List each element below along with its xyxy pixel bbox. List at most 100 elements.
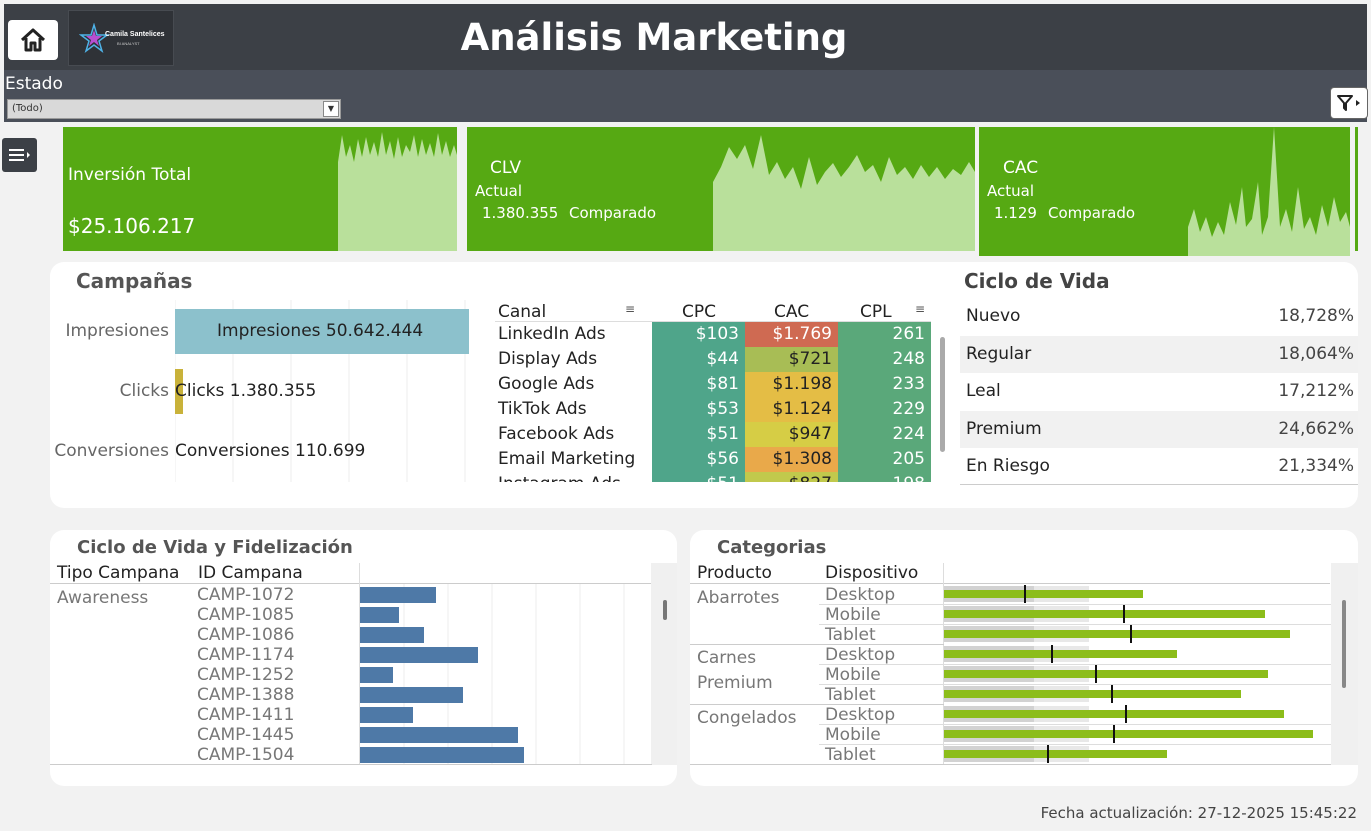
campaign-bar[interactable]: [360, 687, 463, 703]
campaign-id[interactable]: CAMP-1411: [197, 705, 295, 725]
fidelizacion-scrollbar[interactable]: [663, 600, 667, 620]
cpl-cell[interactable]: 248: [838, 347, 931, 372]
campaign-id[interactable]: CAMP-1445: [197, 725, 295, 745]
campaign-id[interactable]: CAMP-1388: [197, 685, 295, 705]
campaign-bar[interactable]: [360, 727, 518, 743]
canal-name[interactable]: Google Ads: [498, 374, 595, 394]
sort-icon[interactable]: ≡: [915, 302, 926, 316]
bullet-bar[interactable]: [944, 690, 1241, 698]
bullet-bar[interactable]: [944, 750, 1167, 758]
canal-name[interactable]: Facebook Ads: [498, 424, 615, 444]
lifecycle-name: Leal: [966, 381, 1001, 401]
canal-name[interactable]: Email Marketing: [498, 449, 636, 469]
cac-cell[interactable]: $1.769: [745, 322, 838, 347]
cpl-cell[interactable]: 198: [838, 472, 931, 482]
cpc-cell[interactable]: $81: [652, 372, 745, 397]
device-name[interactable]: Mobile: [825, 605, 881, 625]
canal-table-scrollbar[interactable]: [940, 337, 945, 452]
dispositivo-header[interactable]: Dispositivo: [825, 563, 919, 583]
lifecycle-row[interactable]: Regular 18,064%: [960, 335, 1358, 373]
filter-toggle-button[interactable]: [1330, 87, 1368, 119]
lifecycle-row[interactable]: Premium 24,662%: [960, 410, 1358, 448]
cpl-cell[interactable]: 229: [838, 397, 931, 422]
cac-cell[interactable]: $947: [745, 422, 838, 447]
campaign-bar[interactable]: [360, 647, 478, 663]
id-campana-header[interactable]: ID Campana: [198, 563, 303, 583]
canal-name[interactable]: TikTok Ads: [498, 399, 587, 419]
cpl-cell[interactable]: 224: [838, 422, 931, 447]
device-name[interactable]: Desktop: [825, 585, 896, 605]
campaign-id[interactable]: CAMP-1252: [197, 665, 295, 685]
device-name[interactable]: Tablet: [825, 685, 876, 705]
funnel-bar[interactable]: [175, 309, 469, 354]
cac-cell[interactable]: $1.198: [745, 372, 838, 397]
cpl-cell[interactable]: 233: [838, 372, 931, 397]
bullet-bar[interactable]: [944, 730, 1313, 738]
lifecycle-row[interactable]: Nuevo 18,728%: [960, 298, 1358, 335]
cpl-header[interactable]: CPL: [860, 302, 892, 322]
product-name[interactable]: Congelados: [697, 708, 797, 728]
bullet-bar[interactable]: [944, 590, 1143, 598]
canal-name[interactable]: Display Ads: [498, 349, 598, 369]
campaign-bar[interactable]: [360, 607, 399, 623]
tipo-campana-header[interactable]: Tipo Campana: [57, 563, 180, 583]
cac-cell[interactable]: $1.124: [745, 397, 838, 422]
cpc-cell[interactable]: $51: [652, 422, 745, 447]
campaign-id[interactable]: CAMP-1504: [197, 745, 295, 765]
cac-cell[interactable]: $1.308: [745, 447, 838, 472]
bullet-bar[interactable]: [944, 710, 1284, 718]
device-name[interactable]: Mobile: [825, 725, 881, 745]
funnel-bar[interactable]: [175, 369, 183, 414]
campaign-bar[interactable]: [360, 627, 424, 643]
campaign-bar[interactable]: [360, 747, 524, 763]
kpi-inversion-card[interactable]: Inversión Total $25.106.217: [63, 127, 457, 251]
campaign-bar[interactable]: [360, 667, 393, 683]
campaign-id[interactable]: CAMP-1072: [197, 585, 295, 605]
lifecycle-row[interactable]: Leal 17,212%: [960, 373, 1358, 410]
producto-header[interactable]: Producto: [697, 563, 772, 583]
bullet-bar[interactable]: [944, 630, 1290, 638]
cpc-cell[interactable]: $56: [652, 447, 745, 472]
bullet-target: [1024, 585, 1026, 603]
cac-header[interactable]: CAC: [774, 302, 810, 322]
lifecycle-name: Premium: [966, 418, 1042, 439]
bullet-bar[interactable]: [944, 610, 1265, 618]
product-name[interactable]: Abarrotes: [697, 588, 780, 608]
categorias-scrollbar[interactable]: [1342, 600, 1346, 688]
campaign-id[interactable]: CAMP-1086: [197, 625, 295, 645]
campaign-id[interactable]: CAMP-1174: [197, 645, 295, 665]
page-title: Análisis Marketing: [460, 16, 848, 59]
kpi-clv-card[interactable]: CLV Actual 1.380.355 Comparado: [467, 127, 975, 251]
canal-name[interactable]: Instagram Ads: [498, 474, 621, 482]
cpc-cell[interactable]: $103: [652, 322, 745, 347]
lifecycle-row[interactable]: En Riesgo 21,334%: [960, 448, 1358, 485]
chevron-down-icon[interactable]: ▼: [323, 101, 339, 117]
cpc-cell[interactable]: $44: [652, 347, 745, 372]
device-name[interactable]: Mobile: [825, 665, 881, 685]
estado-filter-select[interactable]: (Todo) ▼: [7, 99, 341, 119]
home-button[interactable]: [8, 20, 58, 60]
cpc-cell[interactable]: $51: [652, 472, 745, 482]
cac-cell[interactable]: $721: [745, 347, 838, 372]
funnel-label: Impresiones: [65, 321, 169, 341]
side-menu-button[interactable]: [2, 138, 37, 172]
canal-name[interactable]: LinkedIn Ads: [498, 324, 606, 344]
campaign-bar[interactable]: [360, 707, 413, 723]
cpl-cell[interactable]: 205: [838, 447, 931, 472]
cpc-header[interactable]: CPC: [682, 302, 716, 322]
device-name[interactable]: Tablet: [825, 745, 876, 765]
product-name[interactable]: Carnes Premium: [697, 648, 773, 693]
bullet-bar[interactable]: [944, 670, 1268, 678]
device-name[interactable]: Desktop: [825, 645, 896, 665]
campaign-bar[interactable]: [360, 587, 436, 603]
kpi-cac-card[interactable]: CAC Actual 1.129 Comparado: [979, 127, 1350, 256]
campaign-id[interactable]: CAMP-1085: [197, 605, 295, 625]
device-name[interactable]: Tablet: [825, 625, 876, 645]
sort-icon[interactable]: ≡: [625, 302, 636, 316]
cpl-cell[interactable]: 261: [838, 322, 931, 347]
bullet-bar[interactable]: [944, 650, 1177, 658]
cpc-cell[interactable]: $53: [652, 397, 745, 422]
device-name[interactable]: Desktop: [825, 705, 896, 725]
canal-header[interactable]: Canal: [498, 302, 547, 322]
cac-cell[interactable]: $827: [745, 472, 838, 482]
